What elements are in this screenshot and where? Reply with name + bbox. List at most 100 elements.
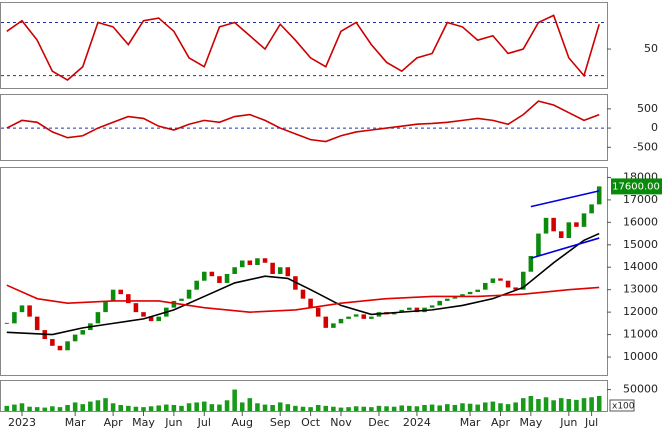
candle xyxy=(255,258,260,265)
volume-bar xyxy=(300,406,306,411)
candle xyxy=(331,323,336,328)
candle xyxy=(285,267,291,277)
volume-bar xyxy=(179,405,184,411)
x-tick-label: Sep xyxy=(270,416,291,429)
volume-bar xyxy=(308,407,313,411)
candle xyxy=(315,307,321,317)
volume-bar xyxy=(536,399,541,411)
volume-bar xyxy=(239,402,245,411)
volume-bar xyxy=(126,405,131,411)
volume-bar xyxy=(209,404,215,411)
x-tick-label: May xyxy=(132,416,155,429)
candle xyxy=(72,334,78,342)
volume-bar xyxy=(361,406,367,411)
volume-bar xyxy=(460,403,465,411)
y-tick-label: 50000 xyxy=(623,383,658,396)
line xyxy=(6,14,600,82)
volume-bar xyxy=(414,406,420,411)
volume-bar xyxy=(574,399,579,411)
candle xyxy=(12,312,17,324)
x-tick-label: Jul xyxy=(584,416,598,429)
x-tick-label: 2023 xyxy=(8,416,36,429)
candle xyxy=(148,316,154,322)
volume-bar xyxy=(95,400,101,411)
candle xyxy=(179,298,184,301)
volume-bar xyxy=(262,404,268,411)
volume-bar xyxy=(483,402,488,411)
volume-bar xyxy=(437,405,442,411)
volume-bar xyxy=(247,398,253,411)
volume-bar xyxy=(323,405,329,411)
x-tick-label: Dec xyxy=(368,416,389,429)
volume-bar xyxy=(528,396,534,411)
candle xyxy=(239,260,245,268)
volume-bar xyxy=(232,389,237,411)
x-tick-label: 2024 xyxy=(403,416,431,429)
candle xyxy=(589,204,594,214)
candle xyxy=(65,341,70,351)
volume-bar xyxy=(285,404,291,411)
y-tick-label: 12000 xyxy=(623,305,658,318)
candle xyxy=(126,294,131,304)
candle xyxy=(574,222,579,227)
candle xyxy=(156,316,161,322)
candle xyxy=(118,289,123,295)
panel-frame xyxy=(0,380,608,412)
candle xyxy=(338,318,344,324)
candle xyxy=(551,217,556,232)
x-tick-label: Nov xyxy=(330,416,352,429)
volume-bar xyxy=(452,405,458,411)
volume-bar xyxy=(376,405,382,411)
volume-bar xyxy=(596,396,602,411)
x-tick-label: Jun xyxy=(559,416,577,429)
volume-bar xyxy=(581,398,587,411)
y-tick-label: 13000 xyxy=(623,283,658,296)
candle xyxy=(95,312,101,324)
candle xyxy=(520,271,526,290)
last-price-label: 17600.00 xyxy=(612,181,660,192)
volume-bar xyxy=(19,403,25,411)
candle xyxy=(528,256,534,272)
candle xyxy=(133,303,139,313)
volume-bar xyxy=(346,407,351,411)
candle xyxy=(232,267,237,274)
volume-bar xyxy=(88,401,93,411)
panel-frame xyxy=(0,2,608,89)
volume-bar xyxy=(558,398,564,411)
candle xyxy=(27,305,32,317)
volume-bar xyxy=(475,404,480,411)
x-tick-label: Mar xyxy=(65,416,86,429)
volume-bar xyxy=(201,401,207,411)
candle xyxy=(323,316,329,328)
candle xyxy=(361,314,367,319)
candle xyxy=(224,273,230,283)
candle xyxy=(19,305,25,313)
candle xyxy=(460,294,465,297)
candle xyxy=(217,276,222,283)
volume-bar xyxy=(315,405,321,411)
candle xyxy=(467,291,473,295)
candle xyxy=(201,271,207,281)
candle xyxy=(558,231,564,239)
volume-bar xyxy=(164,404,169,411)
volume-bar xyxy=(589,397,594,411)
candle xyxy=(186,289,192,299)
volume-bar xyxy=(293,405,298,411)
volume-bar xyxy=(566,399,572,411)
candle xyxy=(171,300,177,308)
volume-bar xyxy=(141,407,146,411)
candle xyxy=(369,316,374,319)
candle xyxy=(247,260,253,265)
volume-bar xyxy=(110,403,116,411)
candle xyxy=(270,262,275,274)
last-price-box xyxy=(611,178,662,195)
volume-bar xyxy=(429,404,435,411)
x-tick-label: Oct xyxy=(301,416,321,429)
candle xyxy=(277,267,283,274)
candle xyxy=(429,305,435,308)
candle xyxy=(209,271,215,277)
candle xyxy=(513,287,518,290)
candle xyxy=(543,217,549,234)
volume-bar xyxy=(103,398,108,411)
